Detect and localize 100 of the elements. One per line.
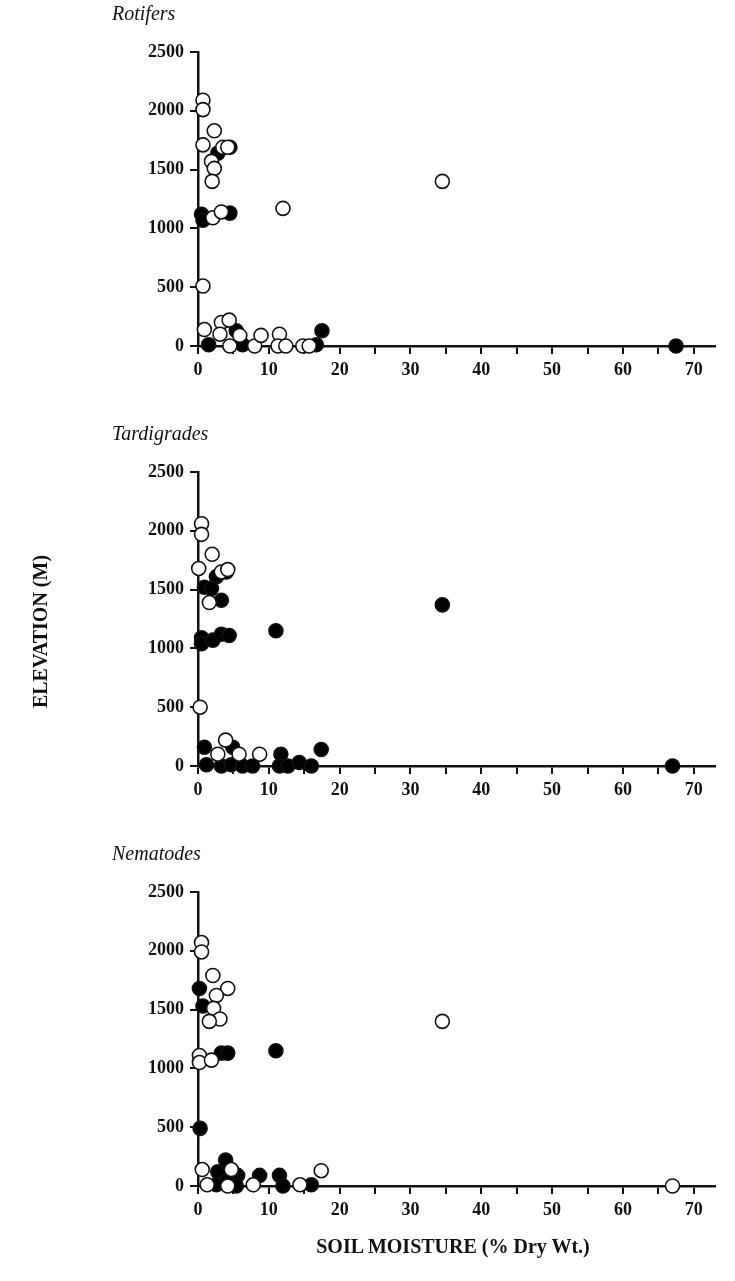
point: [301, 338, 317, 354]
point: [212, 326, 228, 343]
x-tick-label: 20: [330, 779, 349, 800]
point: [217, 732, 234, 748]
chart-title: Rotifers: [112, 2, 176, 25]
x-tick-label: 50: [543, 1199, 562, 1220]
point: [204, 173, 220, 190]
x-tick-label: 60: [613, 359, 632, 380]
y-axis-title: ELEVATION (M): [28, 553, 52, 711]
point: [206, 122, 223, 139]
y-tick-label: 1000: [148, 637, 184, 658]
y-tick-label: 1500: [148, 158, 184, 179]
point: [231, 746, 247, 763]
point: [664, 758, 681, 774]
x-tick-label: 0: [193, 1199, 203, 1220]
point: [434, 597, 451, 613]
point: [201, 1013, 218, 1030]
point: [221, 627, 237, 644]
y-tick-label: 500: [157, 275, 184, 296]
point: [231, 327, 248, 344]
x-tick-label: 10: [259, 779, 278, 800]
x-tick-label: 60: [613, 779, 632, 800]
x-tick-label: 10: [259, 359, 278, 380]
y-tick-label: 2000: [148, 519, 184, 540]
x-tick-label: 30: [401, 1199, 420, 1220]
point: [251, 746, 268, 763]
point: [193, 944, 210, 960]
point: [203, 1052, 220, 1068]
point: [192, 699, 208, 715]
x-tick-label: 40: [472, 359, 491, 380]
point: [668, 338, 684, 354]
point: [199, 1177, 216, 1193]
y-tick-label: 1500: [148, 998, 184, 1019]
point: [275, 200, 291, 217]
y-tick-label: 2000: [148, 99, 184, 120]
point: [268, 622, 284, 639]
point: [196, 321, 213, 338]
y-tick-label: 1500: [148, 578, 184, 599]
point: [210, 746, 226, 763]
x-tick-label: 40: [472, 779, 491, 800]
point: [195, 278, 211, 294]
y-tick-label: 2500: [148, 40, 184, 61]
x-tick-label: 30: [401, 359, 420, 380]
point: [200, 337, 217, 353]
point: [204, 546, 220, 563]
y-tick-label: 0: [175, 334, 184, 355]
point: [195, 101, 211, 118]
chart-title: Nematodes: [112, 842, 201, 865]
point: [222, 338, 238, 354]
y-tick-label: 1000: [148, 217, 184, 238]
y-tick-label: 2000: [148, 939, 184, 960]
point: [192, 1120, 208, 1137]
point: [205, 967, 221, 984]
y-tick-label: 0: [175, 754, 184, 775]
x-tick-label: 60: [613, 1199, 632, 1220]
point: [206, 160, 223, 177]
point: [190, 560, 207, 577]
point: [213, 204, 230, 220]
point: [253, 327, 269, 344]
chart-title: Tardigrades: [112, 422, 209, 445]
point: [434, 173, 451, 190]
y-tick-label: 2500: [148, 880, 184, 901]
x-tick-label: 30: [401, 779, 420, 800]
x-tick-label: 0: [193, 359, 203, 380]
x-tick-label: 70: [684, 359, 703, 380]
point: [314, 322, 330, 339]
point: [219, 1045, 236, 1061]
point: [219, 1178, 236, 1194]
point: [292, 1177, 308, 1193]
x-tick-label: 10: [259, 1199, 278, 1220]
x-tick-label: 50: [543, 359, 562, 380]
point: [195, 137, 211, 153]
x-tick-label: 20: [330, 359, 349, 380]
point: [313, 1162, 330, 1179]
point: [434, 1013, 451, 1030]
point: [198, 757, 215, 773]
point: [221, 312, 237, 328]
x-tick-label: 40: [472, 1199, 491, 1220]
point: [244, 758, 261, 774]
x-tick-label: 0: [193, 779, 203, 800]
x-tick-label: 50: [543, 779, 562, 800]
point: [268, 1042, 284, 1059]
point: [291, 754, 308, 771]
x-tick-label: 70: [684, 779, 703, 800]
point: [245, 1177, 262, 1193]
point: [278, 338, 294, 354]
point: [193, 526, 210, 543]
point: [313, 741, 330, 758]
point: [223, 1161, 240, 1178]
point: [664, 1178, 681, 1194]
x-tick-label: 20: [330, 1199, 349, 1220]
point: [196, 739, 213, 755]
point: [191, 980, 208, 997]
point: [201, 594, 218, 611]
x-tick-label: 70: [684, 1199, 703, 1220]
y-tick-label: 2500: [148, 460, 184, 481]
point: [194, 1161, 211, 1178]
y-tick-label: 500: [157, 1115, 184, 1136]
y-tick-label: 1000: [148, 1057, 184, 1078]
point: [303, 758, 320, 774]
